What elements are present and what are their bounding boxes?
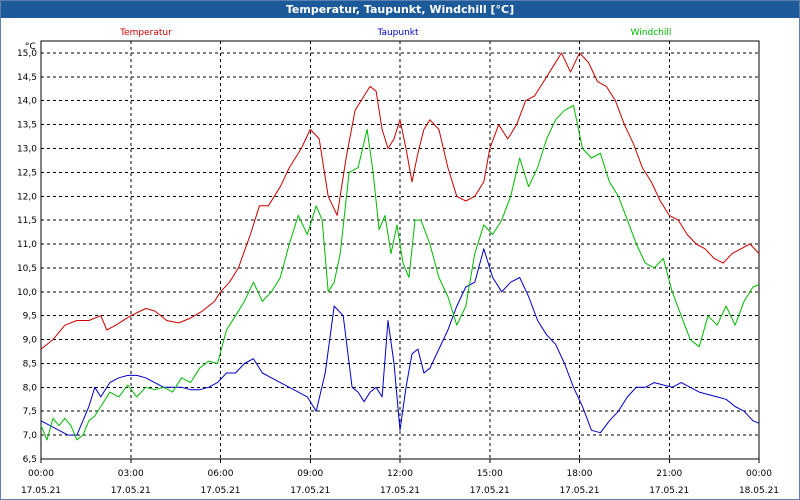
y-tick-label: 10,0 — [17, 288, 37, 298]
x-tick-date: 17.05.21 — [290, 486, 330, 496]
legend-item-windchill: Windchill — [631, 28, 672, 38]
y-tick-label: 14,5 — [17, 73, 37, 83]
x-tick-date: 17.05.21 — [21, 486, 61, 496]
y-tick-label: 12,5 — [17, 168, 37, 178]
x-tick-time: 21:00 — [656, 469, 682, 479]
y-tick-label: 11,5 — [17, 216, 37, 226]
x-tick-time: 03:00 — [118, 469, 144, 479]
y-tick-labels: 6,5 7,0 7,5 8,0 8,5 9,0 9,5 10,0 10,5 11,0 11,5 12,… — [17, 49, 37, 465]
legend-item-taupunkt: Taupunkt — [376, 28, 419, 38]
y-tick-label: 11,0 — [17, 240, 37, 250]
plot-border — [40, 40, 760, 460]
series-line-temperatur — [40, 52, 760, 350]
grid-lines — [40, 41, 760, 463]
legend: Temperatur Taupunkt Windchill — [119, 28, 671, 38]
y-tick-label: 14,0 — [17, 97, 37, 107]
series-line-taupunkt — [40, 248, 760, 436]
legend-item-temperatur: Temperatur — [119, 28, 172, 38]
x-tick-time: 09:00 — [297, 469, 323, 479]
y-tick-label: 8,0 — [23, 383, 38, 393]
y-tick-label: 8,5 — [23, 359, 37, 369]
y-tick-label: 9,5 — [23, 312, 37, 322]
x-tick-labels: 00:00 17.05.21 03:00 17.05.21 06:00 17.05.21 0… — [21, 469, 779, 496]
x-tick-date: 17.05.21 — [649, 486, 689, 496]
x-tick-time: 18:00 — [567, 469, 593, 479]
y-tick-label: 13,5 — [17, 121, 37, 131]
plot-frame — [40, 40, 760, 460]
y-tick-label: 12,0 — [17, 192, 37, 202]
x-tick-date: 17.05.21 — [559, 486, 599, 496]
window-title: Temperatur, Taupunkt, Windchill [°C] — [1, 1, 799, 18]
y-tick-label: 13,0 — [17, 144, 37, 154]
x-tick-date: 17.05.21 — [111, 486, 151, 496]
x-tick-date: 17.05.21 — [380, 486, 420, 496]
y-tick-label: 10,5 — [17, 264, 37, 274]
y-axis-label: °C — [25, 42, 36, 52]
y-tick-label: 7,0 — [23, 431, 38, 441]
y-tick-label: 9,0 — [23, 336, 38, 346]
x-tick-time: 15:00 — [477, 469, 503, 479]
y-tick-label: 15,0 — [17, 49, 37, 59]
y-tick-label: 7,5 — [23, 407, 37, 417]
x-tick-date: 17.05.21 — [200, 486, 240, 496]
x-tick-time: 00:00 — [746, 469, 772, 479]
series-lines — [40, 52, 760, 441]
x-tick-date: 17.05.21 — [470, 486, 510, 496]
x-tick-time: 06:00 — [208, 469, 234, 479]
x-tick-time: 00:00 — [28, 469, 54, 479]
x-tick-date: 18.05.21 — [739, 486, 779, 496]
y-tick-label: 6,5 — [23, 455, 37, 465]
x-tick-time: 12:00 — [387, 469, 413, 479]
series-line-windchill — [40, 105, 760, 441]
